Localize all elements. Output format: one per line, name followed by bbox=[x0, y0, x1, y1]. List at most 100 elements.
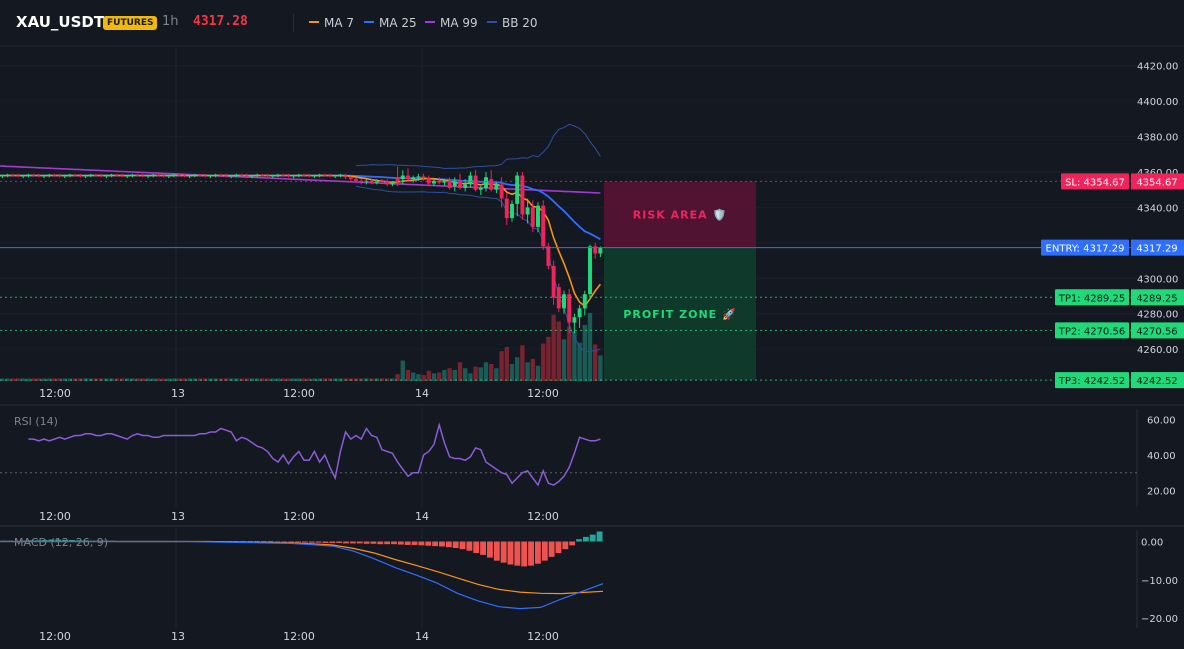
candle-body bbox=[510, 203, 514, 219]
volume-bar bbox=[509, 364, 515, 381]
candle-body bbox=[177, 174, 182, 176]
candle-body bbox=[473, 175, 478, 190]
candle-body bbox=[338, 174, 343, 176]
macd-hist-bar bbox=[48, 539, 55, 542]
risk-zone bbox=[604, 181, 756, 248]
volume-bar bbox=[135, 378, 140, 381]
candle-body bbox=[114, 174, 119, 176]
legend-ma25[interactable]: MA 25 bbox=[364, 16, 417, 30]
candle-body bbox=[99, 175, 104, 177]
macd-hist-bar bbox=[596, 531, 603, 542]
candle-body bbox=[192, 174, 197, 176]
volume-bar bbox=[447, 368, 452, 381]
candle-body bbox=[0, 175, 5, 177]
last-price: 4317.28 bbox=[193, 14, 248, 29]
rsi-tick-label: 60.00 bbox=[1147, 416, 1176, 427]
macd-hist-bar bbox=[541, 541, 548, 561]
time-tick-label: 12:00 bbox=[39, 387, 71, 400]
candle-body bbox=[16, 175, 20, 177]
legend-ma25-label: MA 25 bbox=[379, 16, 417, 30]
volume-bar bbox=[41, 378, 47, 381]
candle-body bbox=[333, 175, 338, 177]
volume-bar bbox=[260, 378, 265, 381]
candle-body bbox=[270, 175, 275, 177]
tp1-tag-bg bbox=[1055, 289, 1129, 306]
volume-bar bbox=[62, 378, 67, 381]
macd-hist-bar bbox=[329, 541, 336, 544]
volume-bar bbox=[307, 378, 312, 381]
volume-bar bbox=[5, 378, 10, 381]
candle-body bbox=[88, 174, 93, 176]
candle-body bbox=[302, 174, 306, 176]
timeframe-label[interactable]: 1h bbox=[162, 14, 179, 29]
candle-body bbox=[26, 174, 31, 176]
candle-body bbox=[463, 184, 468, 188]
legend-bb20[interactable]: BB 20 bbox=[487, 16, 538, 30]
macd-hist-bar bbox=[548, 541, 555, 557]
time-tick-label: 14 bbox=[415, 510, 429, 523]
candle-body bbox=[577, 308, 582, 318]
tp2-tag-label: TP2: 4270.56 bbox=[1058, 326, 1125, 337]
candle-body bbox=[385, 181, 390, 185]
macd-hist-bar bbox=[397, 541, 404, 545]
volume-bar bbox=[322, 378, 327, 381]
candle-body bbox=[203, 175, 208, 177]
sl-price-label: 4354.67 bbox=[1136, 177, 1177, 188]
candle-body bbox=[494, 184, 499, 190]
legend-ma99[interactable]: MA 99 bbox=[425, 16, 478, 30]
macd-hist-bar bbox=[445, 541, 452, 548]
rsi-tick-label: 20.00 bbox=[1147, 486, 1176, 497]
rsi-line bbox=[28, 422, 601, 487]
candle-body bbox=[541, 205, 546, 247]
macd-hist-bar bbox=[302, 541, 308, 543]
macd-hist-bar bbox=[466, 541, 473, 551]
candle-body bbox=[296, 174, 301, 176]
time-tick-label: 12:00 bbox=[39, 630, 71, 643]
macd-hist-bar bbox=[308, 541, 315, 543]
candle-body bbox=[504, 198, 509, 219]
candle-body bbox=[36, 175, 41, 177]
volume-bar bbox=[291, 378, 296, 381]
macd-hist-bar bbox=[582, 536, 589, 542]
entry-tag-bg bbox=[1041, 239, 1129, 256]
candle-body bbox=[83, 175, 88, 177]
macd-hist-bar bbox=[555, 541, 562, 553]
tp3-tag-label: TP3: 4242.52 bbox=[1058, 376, 1125, 387]
volume-bar bbox=[156, 378, 161, 381]
time-tick-label: 12:00 bbox=[527, 630, 559, 643]
candle-body bbox=[281, 174, 286, 176]
candle-body bbox=[208, 175, 213, 177]
candle-body bbox=[322, 174, 327, 176]
candle-body bbox=[68, 174, 72, 176]
volume-bar bbox=[265, 378, 270, 381]
volume-bar bbox=[582, 324, 587, 381]
ma25-swatch bbox=[364, 20, 374, 23]
candle-body bbox=[582, 294, 587, 309]
volume-bar bbox=[182, 378, 187, 381]
legend-ma7[interactable]: MA 7 bbox=[309, 16, 354, 30]
volume-bar bbox=[515, 357, 520, 381]
entry-tag-label: ENTRY: 4317.29 bbox=[1046, 244, 1125, 255]
volume-bar bbox=[535, 365, 541, 381]
symbol-label[interactable]: XAU_USDT bbox=[16, 13, 105, 31]
candle-body bbox=[447, 180, 452, 188]
candle-body bbox=[432, 180, 436, 184]
macd-hist-bar bbox=[349, 541, 356, 544]
candle-body bbox=[120, 175, 124, 177]
candle-body bbox=[588, 246, 592, 295]
candle-body bbox=[104, 175, 109, 177]
candle-body bbox=[265, 175, 270, 177]
candle-body bbox=[146, 175, 150, 177]
volume-bar bbox=[390, 378, 395, 381]
entry-price-bg bbox=[1131, 239, 1184, 256]
candle-body bbox=[307, 175, 312, 177]
candle-body bbox=[260, 174, 265, 176]
volume-bar bbox=[130, 378, 135, 381]
candle-body bbox=[354, 179, 358, 181]
sl-price-bg bbox=[1131, 173, 1184, 190]
macd-hist-bar bbox=[363, 541, 370, 544]
volume-bar bbox=[57, 378, 62, 381]
macd-hist-bar bbox=[480, 541, 487, 555]
volume-bar bbox=[478, 367, 483, 381]
